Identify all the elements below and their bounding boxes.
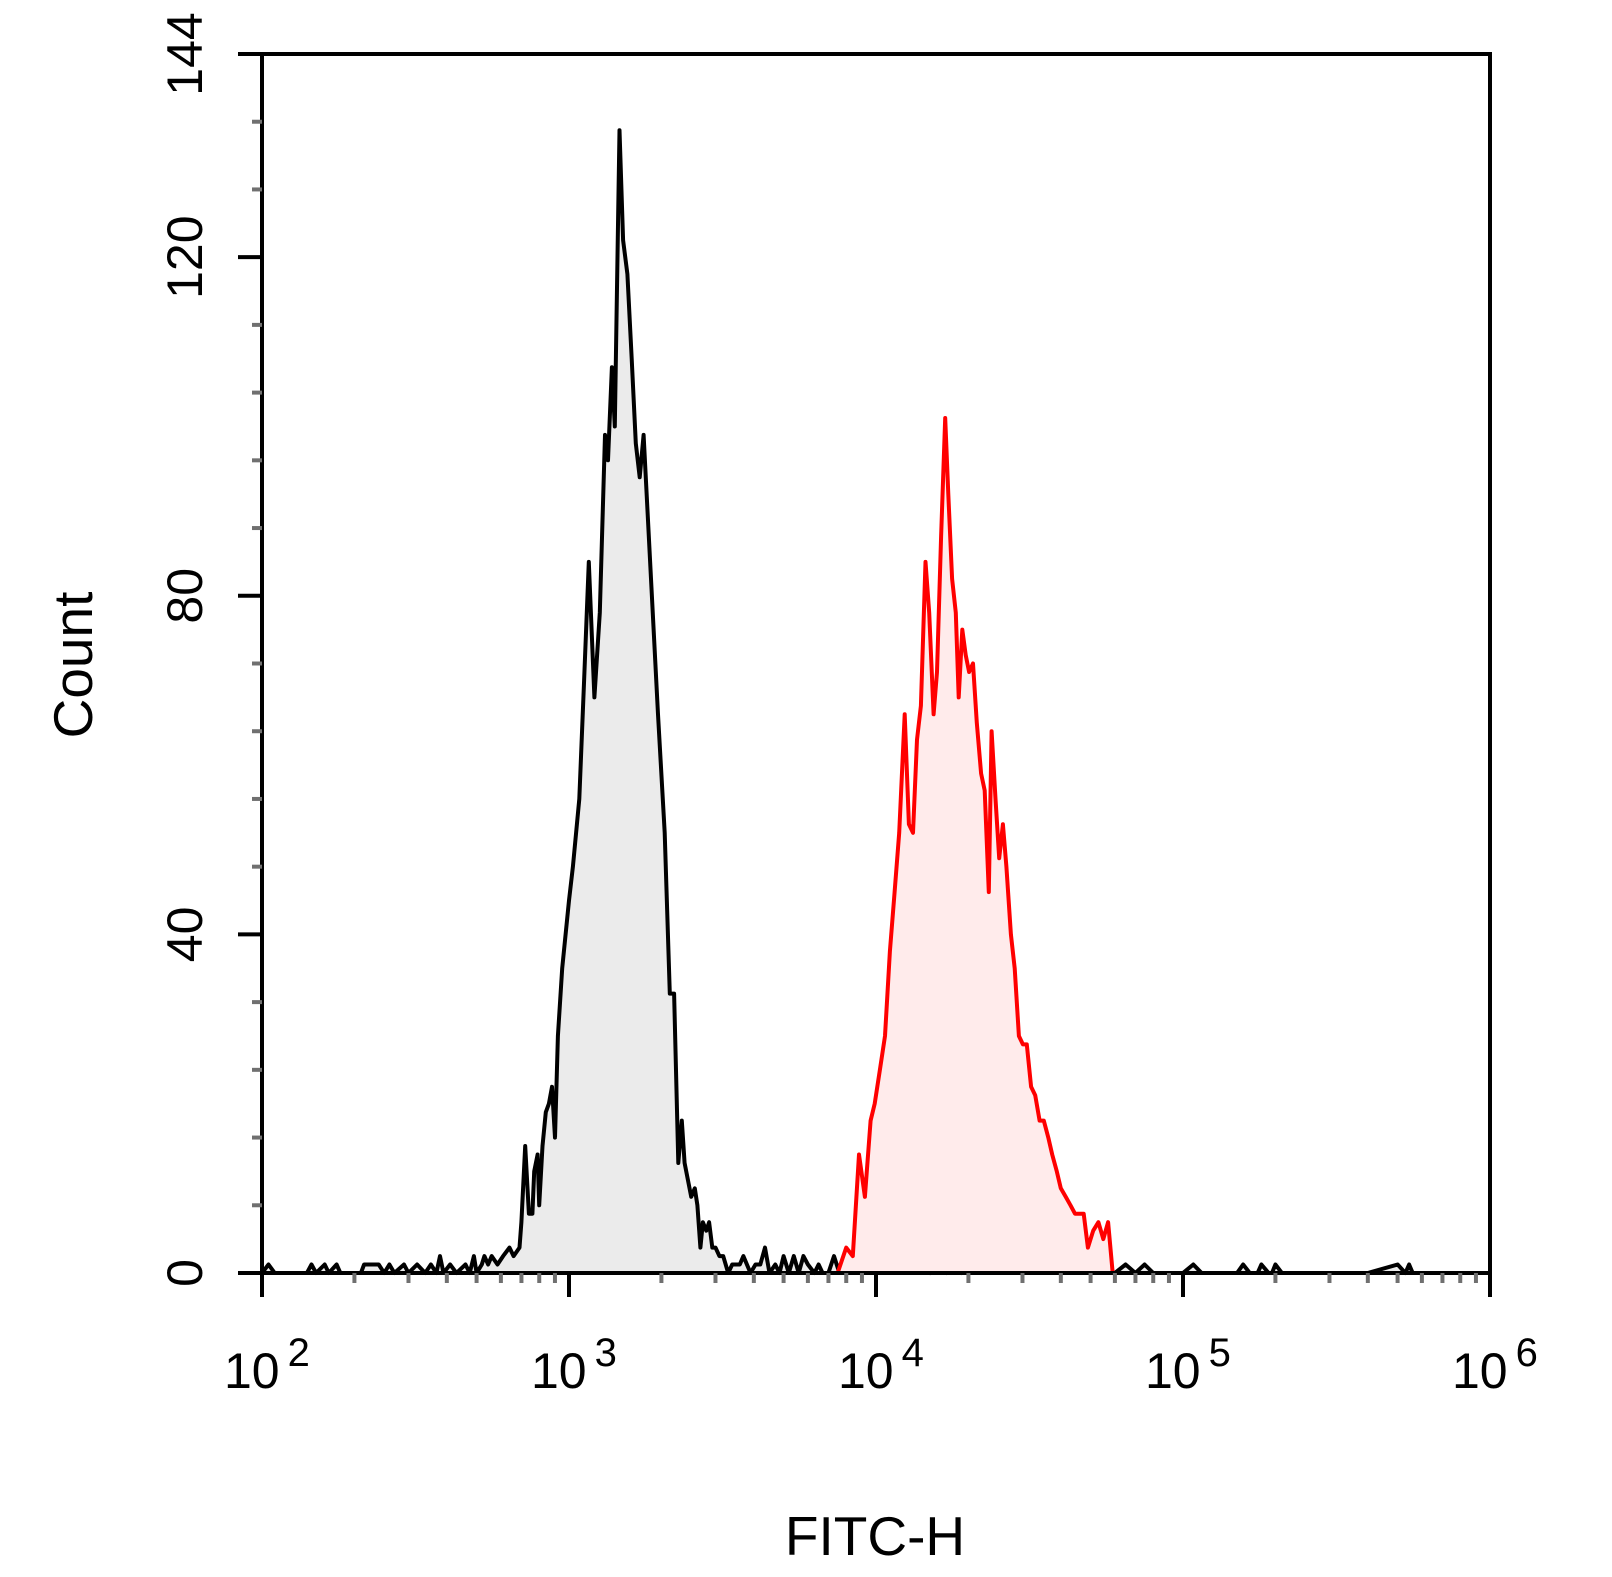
- histogram-line-2: [835, 416, 1115, 1274]
- x-tick-label: 10 4: [838, 1331, 924, 1399]
- x-tick-label: 10 5: [1145, 1331, 1231, 1399]
- axis-layer: 0 40 80 120 144 10 2 10 3 10 4 10 5 10 6: [157, 12, 1538, 1399]
- x-tick-label: 10 3: [531, 1331, 617, 1399]
- y-tick-label: 0: [157, 1259, 213, 1287]
- y-tick-label: 144: [157, 12, 213, 95]
- histogram-fill-1: [262, 130, 1490, 1274]
- y-tick-label: 40: [157, 907, 213, 963]
- y-axis-title: Count: [42, 592, 104, 739]
- x-axis-title: FITC-H: [785, 1505, 965, 1567]
- x-tick-label: 10 2: [224, 1331, 310, 1399]
- y-tick-label: 120: [157, 215, 213, 298]
- x-tick-label: 10 6: [1452, 1331, 1538, 1399]
- y-tick-label: 80: [157, 568, 213, 624]
- series-layer: [260, 128, 1490, 1275]
- histogram-fill-2: [837, 418, 1113, 1273]
